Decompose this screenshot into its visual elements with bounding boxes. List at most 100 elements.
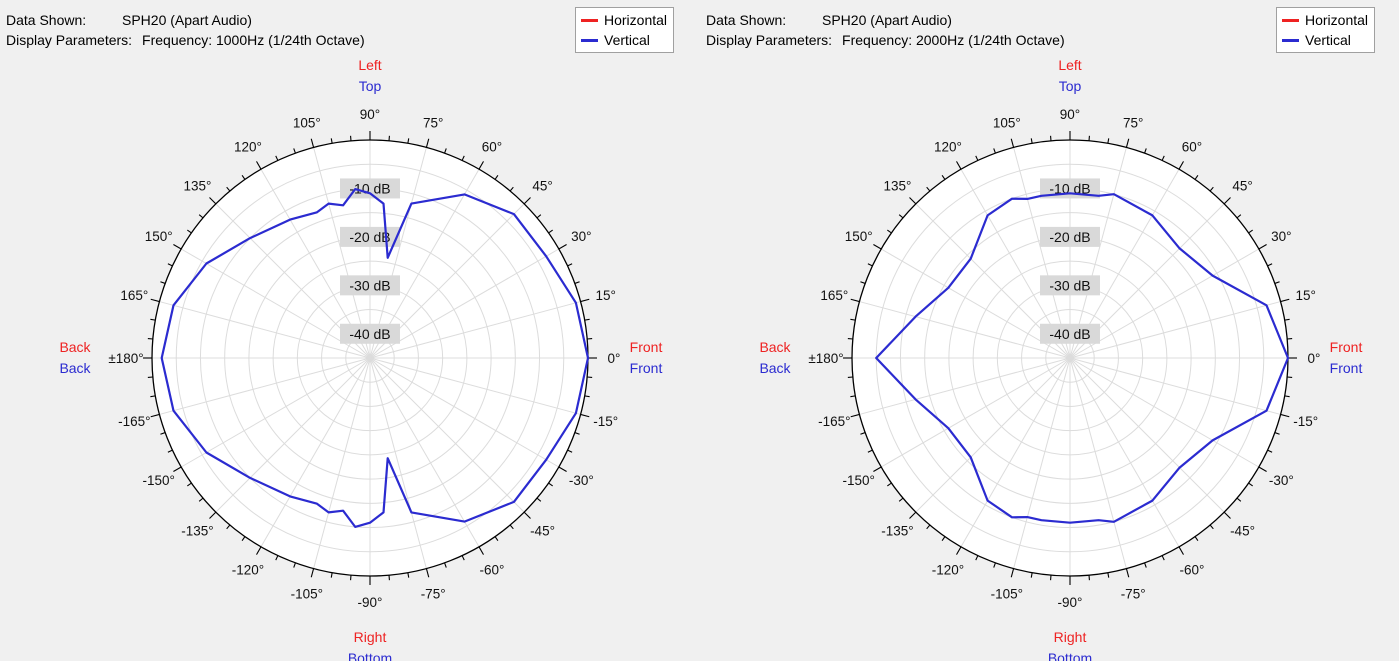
- angle-tick: [850, 395, 856, 398]
- angle-tick: [509, 524, 514, 530]
- angle-label: -15°: [1293, 414, 1318, 429]
- angle-tick: [241, 536, 246, 541]
- grid-spoke: [313, 357, 371, 569]
- angle-tick: [898, 214, 904, 219]
- angle-tick: [1248, 482, 1253, 487]
- polar-plot: -10 dB -20 dB -30 dB -40 dB 0° 15° 30° 45° 60° 75…: [759, 57, 1363, 661]
- grid-spoke: [369, 357, 525, 513]
- direction-label-left: Back: [759, 339, 791, 355]
- angle-tick: [1107, 572, 1110, 578]
- angle-label: 30°: [571, 229, 591, 244]
- angle-tick: [425, 568, 430, 578]
- angle-tick: [898, 497, 904, 502]
- series-line-vertical: [875, 192, 1290, 524]
- angle-tick: [1223, 197, 1231, 205]
- db-label-bg: [340, 323, 400, 344]
- direction-label-left: Back: [59, 339, 91, 355]
- angle-tick: [173, 466, 182, 472]
- angle-tick: [567, 449, 573, 453]
- series-line-vertical: [160, 188, 590, 529]
- angle-tick: [1178, 161, 1184, 170]
- angle-tick: [293, 148, 296, 154]
- angle-tick: [1030, 138, 1033, 144]
- angle-tick: [330, 572, 333, 578]
- direction-label-right: Front: [1330, 360, 1363, 376]
- grid-spoke: [260, 357, 371, 548]
- angle-tick: [1209, 186, 1214, 192]
- grid-spoke: [215, 357, 371, 513]
- angle-label: 150°: [145, 229, 173, 244]
- angle-tick: [956, 161, 962, 170]
- angle-tick: [150, 395, 156, 398]
- angle-tick: [478, 546, 484, 555]
- angle-tick: [310, 138, 315, 148]
- legend-item-vertical[interactable]: Vertical: [1282, 30, 1368, 50]
- grid-ring: [175, 163, 565, 553]
- grid-spoke: [1069, 147, 1127, 359]
- db-label: -20 dB: [1049, 229, 1090, 245]
- angle-tick: [209, 197, 217, 205]
- legend-swatch-horizontal: [1282, 18, 1299, 22]
- legend-item-vertical[interactable]: Vertical: [581, 30, 667, 50]
- direction-label-top: Top: [359, 78, 382, 94]
- direction-label-bottom: Right: [354, 629, 387, 645]
- angle-label: 0°: [1308, 351, 1321, 366]
- angle-tick: [850, 318, 856, 321]
- legend-item-horizontal[interactable]: Horizontal: [1282, 10, 1368, 30]
- angle-tick: [444, 148, 447, 154]
- angle-tick: [1274, 281, 1280, 284]
- angle-label: -165°: [118, 414, 150, 429]
- angle-tick: [1107, 138, 1110, 144]
- db-label-bg: [1040, 178, 1100, 199]
- angle-label: 15°: [1295, 288, 1315, 303]
- angle-label: -30°: [569, 473, 594, 488]
- legend-item-horizontal[interactable]: Horizontal: [581, 10, 667, 30]
- angle-label: 165°: [820, 288, 848, 303]
- grid-spoke: [180, 357, 371, 468]
- angle-label: 135°: [183, 178, 211, 193]
- angle-tick: [1280, 413, 1290, 418]
- angle-label: -165°: [818, 414, 850, 429]
- angle-tick: [1161, 555, 1165, 561]
- angle-tick: [536, 214, 542, 219]
- grid-spoke: [1069, 248, 1260, 359]
- grid-spoke: [880, 357, 1071, 468]
- angle-tick: [275, 555, 279, 561]
- angle-label: 165°: [120, 288, 148, 303]
- angle-tick: [241, 175, 246, 180]
- grid-spoke: [369, 147, 427, 359]
- angle-tick: [187, 229, 192, 234]
- angle-tick: [150, 298, 160, 303]
- angle-label: 135°: [883, 178, 911, 193]
- angle-label: 0°: [608, 351, 621, 366]
- angle-tick: [187, 482, 192, 487]
- angle-label: 60°: [482, 140, 502, 155]
- angle-tick: [975, 155, 979, 161]
- chart-panel-1000hz: Data Shown: SPH20 (Apart Audio) Display P…: [6, 7, 675, 661]
- angle-tick: [1125, 138, 1130, 148]
- grid-spoke: [369, 301, 581, 359]
- direction-label-top: Left: [1058, 57, 1081, 73]
- db-label-bg: [340, 275, 400, 296]
- angle-tick: [150, 413, 160, 418]
- angle-tick: [275, 155, 279, 161]
- angle-tick: [461, 555, 465, 561]
- angle-label: ±180°: [808, 351, 843, 366]
- db-label: -10 dB: [349, 180, 390, 196]
- db-label: -40 dB: [349, 326, 390, 342]
- angle-tick: [1125, 568, 1130, 578]
- angle-tick: [1267, 263, 1273, 267]
- angle-tick: [873, 244, 882, 250]
- angle-tick: [160, 281, 166, 284]
- angle-tick: [256, 546, 262, 555]
- data-shown-label: Data Shown:: [706, 12, 787, 28]
- angle-tick: [548, 482, 553, 487]
- angle-label: 90°: [360, 107, 380, 122]
- angle-label: -105°: [291, 587, 323, 602]
- angle-tick: [860, 281, 866, 284]
- angle-tick: [256, 161, 262, 170]
- display-params-label: Display Parameters:: [6, 32, 133, 48]
- chart-panel-2000hz: Data Shown: SPH20 (Apart Audio) Display P…: [700, 0, 1399, 661]
- angle-tick: [558, 466, 567, 472]
- angle-tick: [975, 555, 979, 561]
